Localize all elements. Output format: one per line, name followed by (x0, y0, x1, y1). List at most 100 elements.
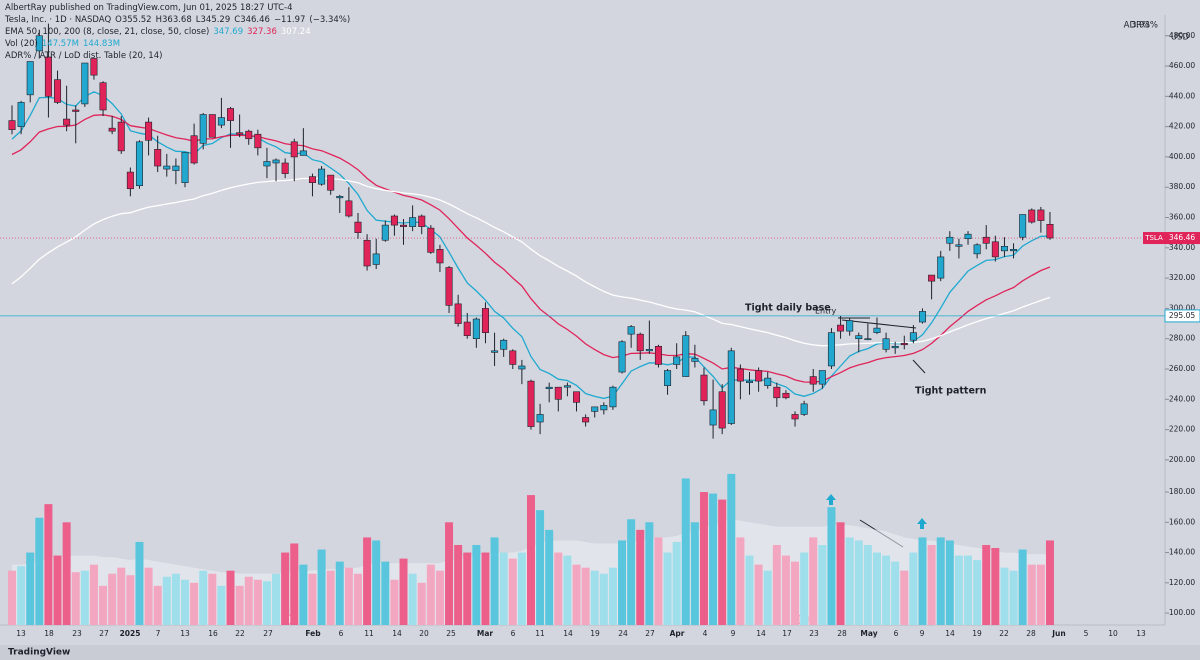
volume-bar (618, 540, 627, 625)
volume-bar (390, 579, 399, 625)
volume-bar (718, 499, 727, 625)
volume-bar (581, 567, 590, 625)
candle-body (154, 149, 162, 167)
volume-bar (872, 552, 881, 625)
volume-bar (800, 552, 809, 625)
volume-tick-label: 140.00 (1169, 548, 1195, 557)
volume-bar (381, 561, 390, 625)
volume-arrow (826, 494, 836, 505)
y-tick-label: 400.00 (1169, 152, 1195, 161)
candle-body (227, 108, 235, 121)
volume-bar (736, 537, 745, 625)
volume-bar (62, 522, 71, 625)
volume-bar (35, 517, 44, 625)
volume-bar (308, 573, 317, 625)
brand: TradingView (8, 648, 70, 658)
volume-bar (71, 572, 80, 625)
volume-bar (272, 573, 281, 625)
volume-bar (636, 529, 645, 625)
candle-body (418, 215, 426, 227)
candle-body (35, 35, 43, 52)
candle-body (44, 56, 52, 97)
volume-bar (599, 573, 608, 625)
candle-body (409, 217, 417, 227)
annotation: Entry (815, 307, 837, 316)
candle-body (791, 414, 799, 420)
volume-bar (326, 570, 335, 625)
candle-body (327, 174, 335, 191)
candle-body (691, 358, 699, 362)
volume-bar (964, 555, 973, 625)
x-tick-label: 20 (419, 629, 429, 638)
trend-line (841, 319, 917, 329)
candle-body (736, 368, 744, 382)
candle-body (381, 224, 389, 241)
volume-bar (563, 555, 572, 625)
volume-tick-label: 180.00 (1169, 487, 1195, 496)
candle-body (427, 227, 435, 253)
candle-body (8, 120, 16, 130)
candle-body (891, 345, 899, 349)
x-tick-label: 28 (837, 629, 847, 638)
candle-body (654, 345, 662, 365)
candle-body (481, 308, 489, 333)
ohlc-label: O (115, 15, 122, 25)
volume-bar (408, 573, 417, 625)
candle-body (254, 133, 262, 149)
volume-bar (627, 519, 636, 625)
volume-bar (235, 585, 244, 625)
candle-body (217, 117, 225, 126)
volume-bar (781, 555, 790, 625)
candle-body (1037, 209, 1045, 221)
volume-bar (845, 537, 854, 625)
volume-bar (89, 564, 98, 625)
candle-body (463, 321, 471, 336)
candle-body (563, 385, 571, 388)
y-tick-label: 200.00 (1169, 455, 1195, 464)
volume-bar (1009, 570, 1018, 625)
y-tick-label: 420.00 (1169, 122, 1195, 131)
volume-bar (472, 544, 481, 625)
y-tick-label: 320.00 (1169, 273, 1195, 282)
volume-bar (699, 492, 708, 625)
candle-body (664, 370, 672, 386)
x-tick-label: 13 (1136, 629, 1146, 638)
volume-bar (144, 567, 153, 625)
volume-bar (973, 560, 982, 625)
candle-body (454, 303, 462, 324)
volume-bar (608, 567, 617, 625)
candle-body (145, 121, 153, 141)
ohlc-label: L (195, 15, 201, 25)
candle-body (609, 386, 617, 408)
ema-value: 347.69 (213, 27, 244, 37)
y-tick-label: 280.00 (1169, 334, 1195, 343)
candle-body (946, 236, 954, 244)
candle-body (126, 171, 134, 190)
candle-body (882, 338, 890, 350)
y-tick-label: 260.00 (1169, 364, 1195, 373)
volume-bar (672, 541, 681, 625)
x-tick-label: 22 (999, 629, 1009, 638)
candle-body (627, 326, 635, 335)
x-tick-label: 17 (782, 629, 792, 638)
candle-body (746, 380, 754, 383)
candle-body (928, 274, 936, 282)
candle-body (618, 341, 626, 373)
ema-value: 307.24 (280, 27, 311, 37)
candle-body (727, 350, 735, 424)
volume-bar (827, 507, 836, 625)
volume-bar (226, 570, 235, 625)
ohlc-value: 363.68 (162, 15, 192, 25)
x-tick-label: Apr (670, 629, 685, 638)
candle-body (573, 391, 581, 403)
y-tick-label: 220.00 (1169, 425, 1195, 434)
candle-body (108, 127, 116, 132)
volume-bar (344, 567, 353, 625)
candle-body (554, 386, 562, 400)
volume-bar (217, 585, 226, 625)
x-tick-label: 11 (364, 629, 374, 638)
volume-tick-label: 120.00 (1169, 578, 1195, 587)
volume-bar (863, 544, 872, 625)
candle-body (700, 374, 708, 402)
